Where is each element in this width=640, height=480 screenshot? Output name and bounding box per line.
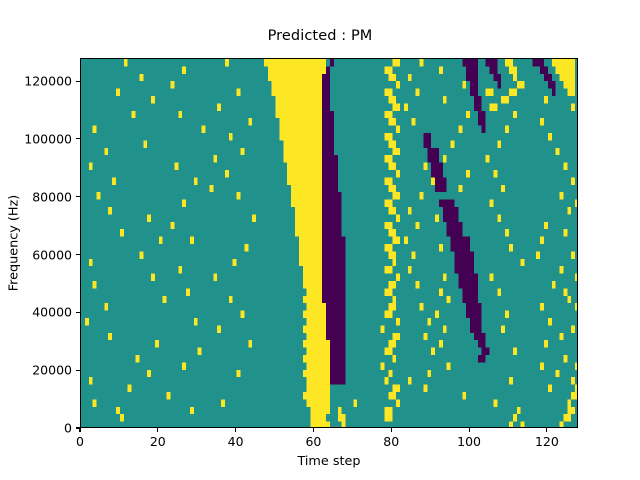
page-title: Predicted : PM [267,28,373,44]
y-tick-mark [76,138,80,140]
y-tick-label: 0 [64,420,72,436]
x-tick-label: 80 [383,434,400,449]
x-tick-label: 100 [457,434,481,449]
x-tick-mark [390,428,392,432]
x-tick-mark [157,428,159,432]
y-tick-mark [76,80,80,82]
y-tick-mark [76,196,80,198]
y-tick-label: 20000 [32,362,72,378]
x-tick-mark [312,428,314,432]
x-tick-mark [546,428,548,432]
x-tick-label: 60 [305,434,322,449]
x-tick-label: 0 [76,434,84,449]
x-tick-label: 120 [534,434,559,449]
x-tick-mark [79,428,81,432]
y-tick-mark [76,427,80,429]
x-tick-mark [468,428,470,432]
x-tick-label: 40 [227,434,244,449]
y-tick-label: 120000 [24,73,72,89]
y-tick-label: 80000 [32,189,72,205]
y-tick-label: 100000 [24,131,72,147]
heatmap-axes [80,58,578,428]
y-tick-mark [76,254,80,256]
x-tick-mark [235,428,237,432]
y-axis-label: Frequency (Hz) [6,194,22,292]
y-tick-mark [76,369,80,371]
heatmap-image [81,59,577,427]
x-axis-label: Time step [297,454,361,469]
y-tick-label: 40000 [32,304,72,320]
y-tick-mark [76,311,80,313]
x-tick-label: 20 [149,434,166,449]
y-tick-label: 60000 [32,247,72,263]
